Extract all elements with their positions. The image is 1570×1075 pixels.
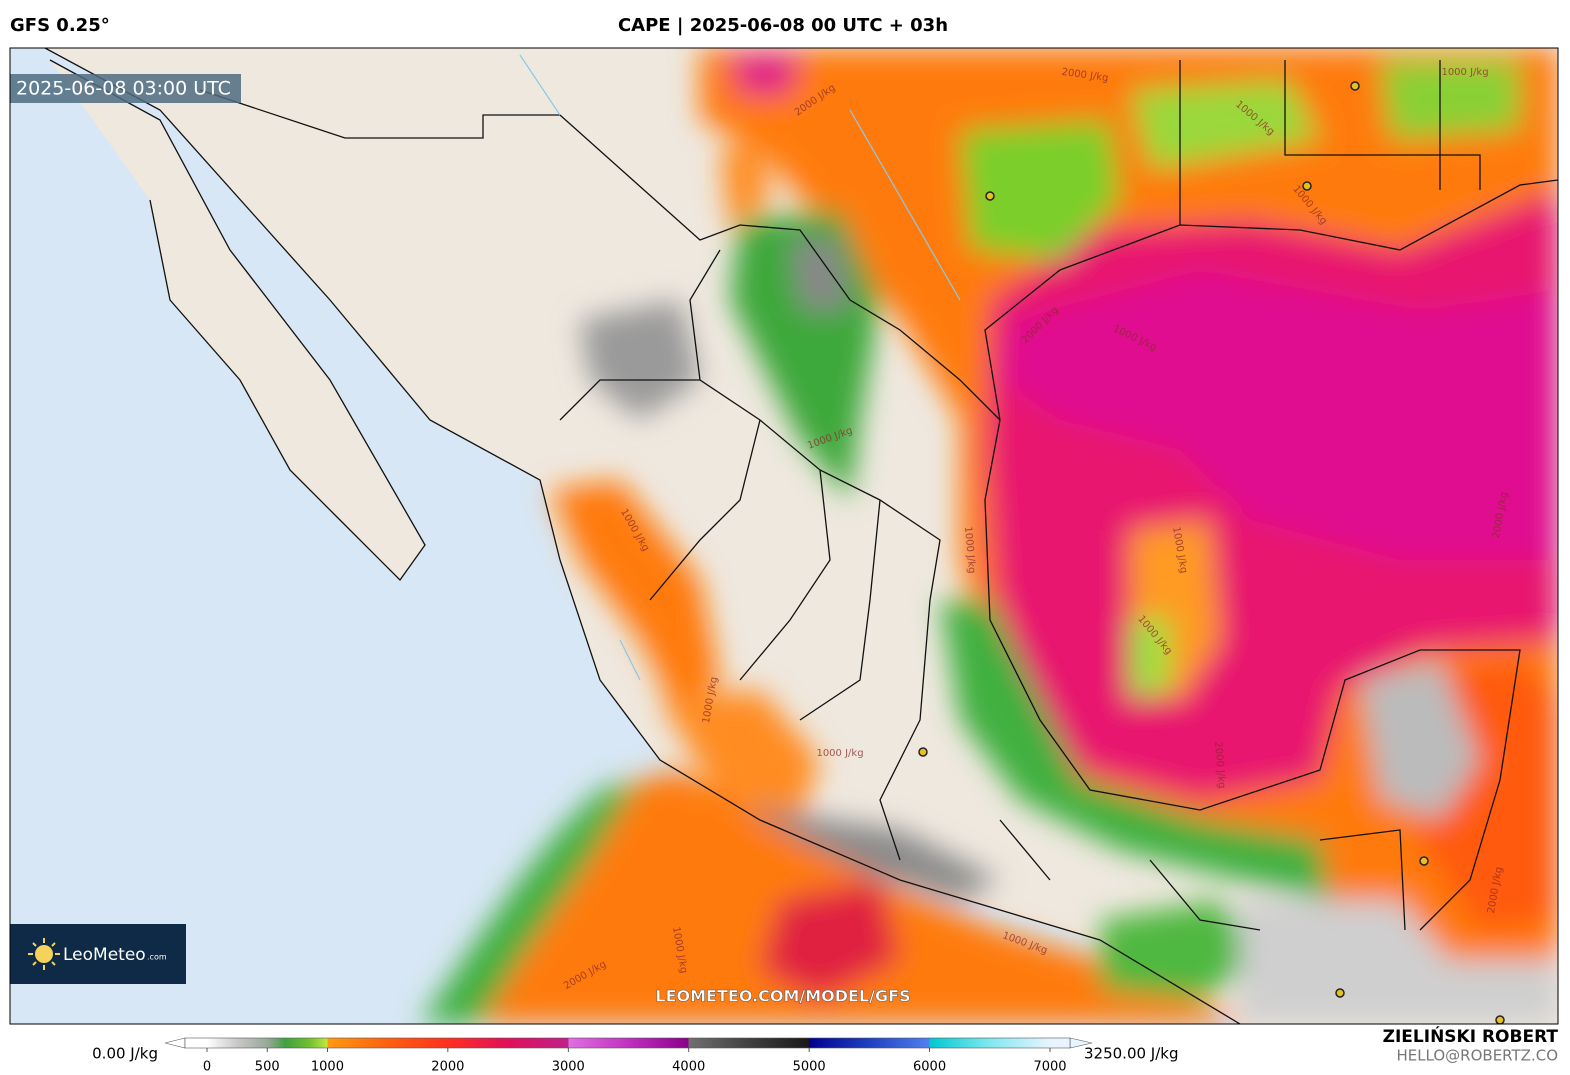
rivers — [519, 54, 961, 681]
colorbar-tick-label: 5000 — [793, 1060, 826, 1075]
colorbar-bar — [184, 1037, 1071, 1049]
logo-sun — [28, 938, 60, 970]
colorbar-tick-label: 500 — [255, 1060, 280, 1075]
map-frame — [9, 47, 1559, 1025]
colorbar-tick-label: 3000 — [552, 1060, 585, 1075]
colorbar: 0 500 1000 2000 3000 4000 5000 6000 7000 — [164, 1037, 1093, 1075]
colorbar-max: 3250.00 J/kg — [1084, 1045, 1178, 1063]
cities — [918, 81, 1505, 1024]
time-box — [10, 74, 241, 103]
contour-label: 2000 J/kg — [1212, 741, 1227, 789]
borders — [44, 48, 1558, 1024]
model-name: GFS 0.25° — [10, 15, 110, 36]
email: HELLO@ROBERTZ.CO — [1396, 1047, 1558, 1065]
logo-domain: .com — [147, 953, 167, 962]
colorbar-tick-label: 1000 — [311, 1060, 344, 1075]
cape-field — [420, 48, 1558, 1024]
baja-peninsula — [50, 60, 425, 580]
colorbar-tick-label: 2000 — [431, 1060, 464, 1075]
colorbar-tick-label: 6000 — [913, 1060, 946, 1075]
contour-label: 1000 J/kg — [816, 748, 863, 759]
colorbar-tick-label: 0 — [203, 1060, 211, 1075]
map-title: CAPE | 2025-06-08 00 UTC + 03h — [618, 15, 948, 36]
colorbar-tick-label: 4000 — [672, 1060, 705, 1075]
colorbar-tick-label: 7000 — [1033, 1060, 1066, 1075]
colorbar-min-arrow — [164, 1037, 186, 1049]
author: ZIELIŃSKI ROBERT — [1383, 1025, 1559, 1047]
valid-time: 2025-06-08 03:00 UTC — [16, 78, 231, 100]
watermark: LEOMETEO.COM/MODEL/GFS — [655, 987, 910, 1006]
contour-label: 1000 J/kg — [1441, 67, 1488, 78]
contour-label: 1000 J/kg — [962, 526, 977, 574]
logo-name: LeoMeteo — [63, 945, 146, 965]
colorbar-min: 0.00 J/kg — [92, 1045, 158, 1063]
